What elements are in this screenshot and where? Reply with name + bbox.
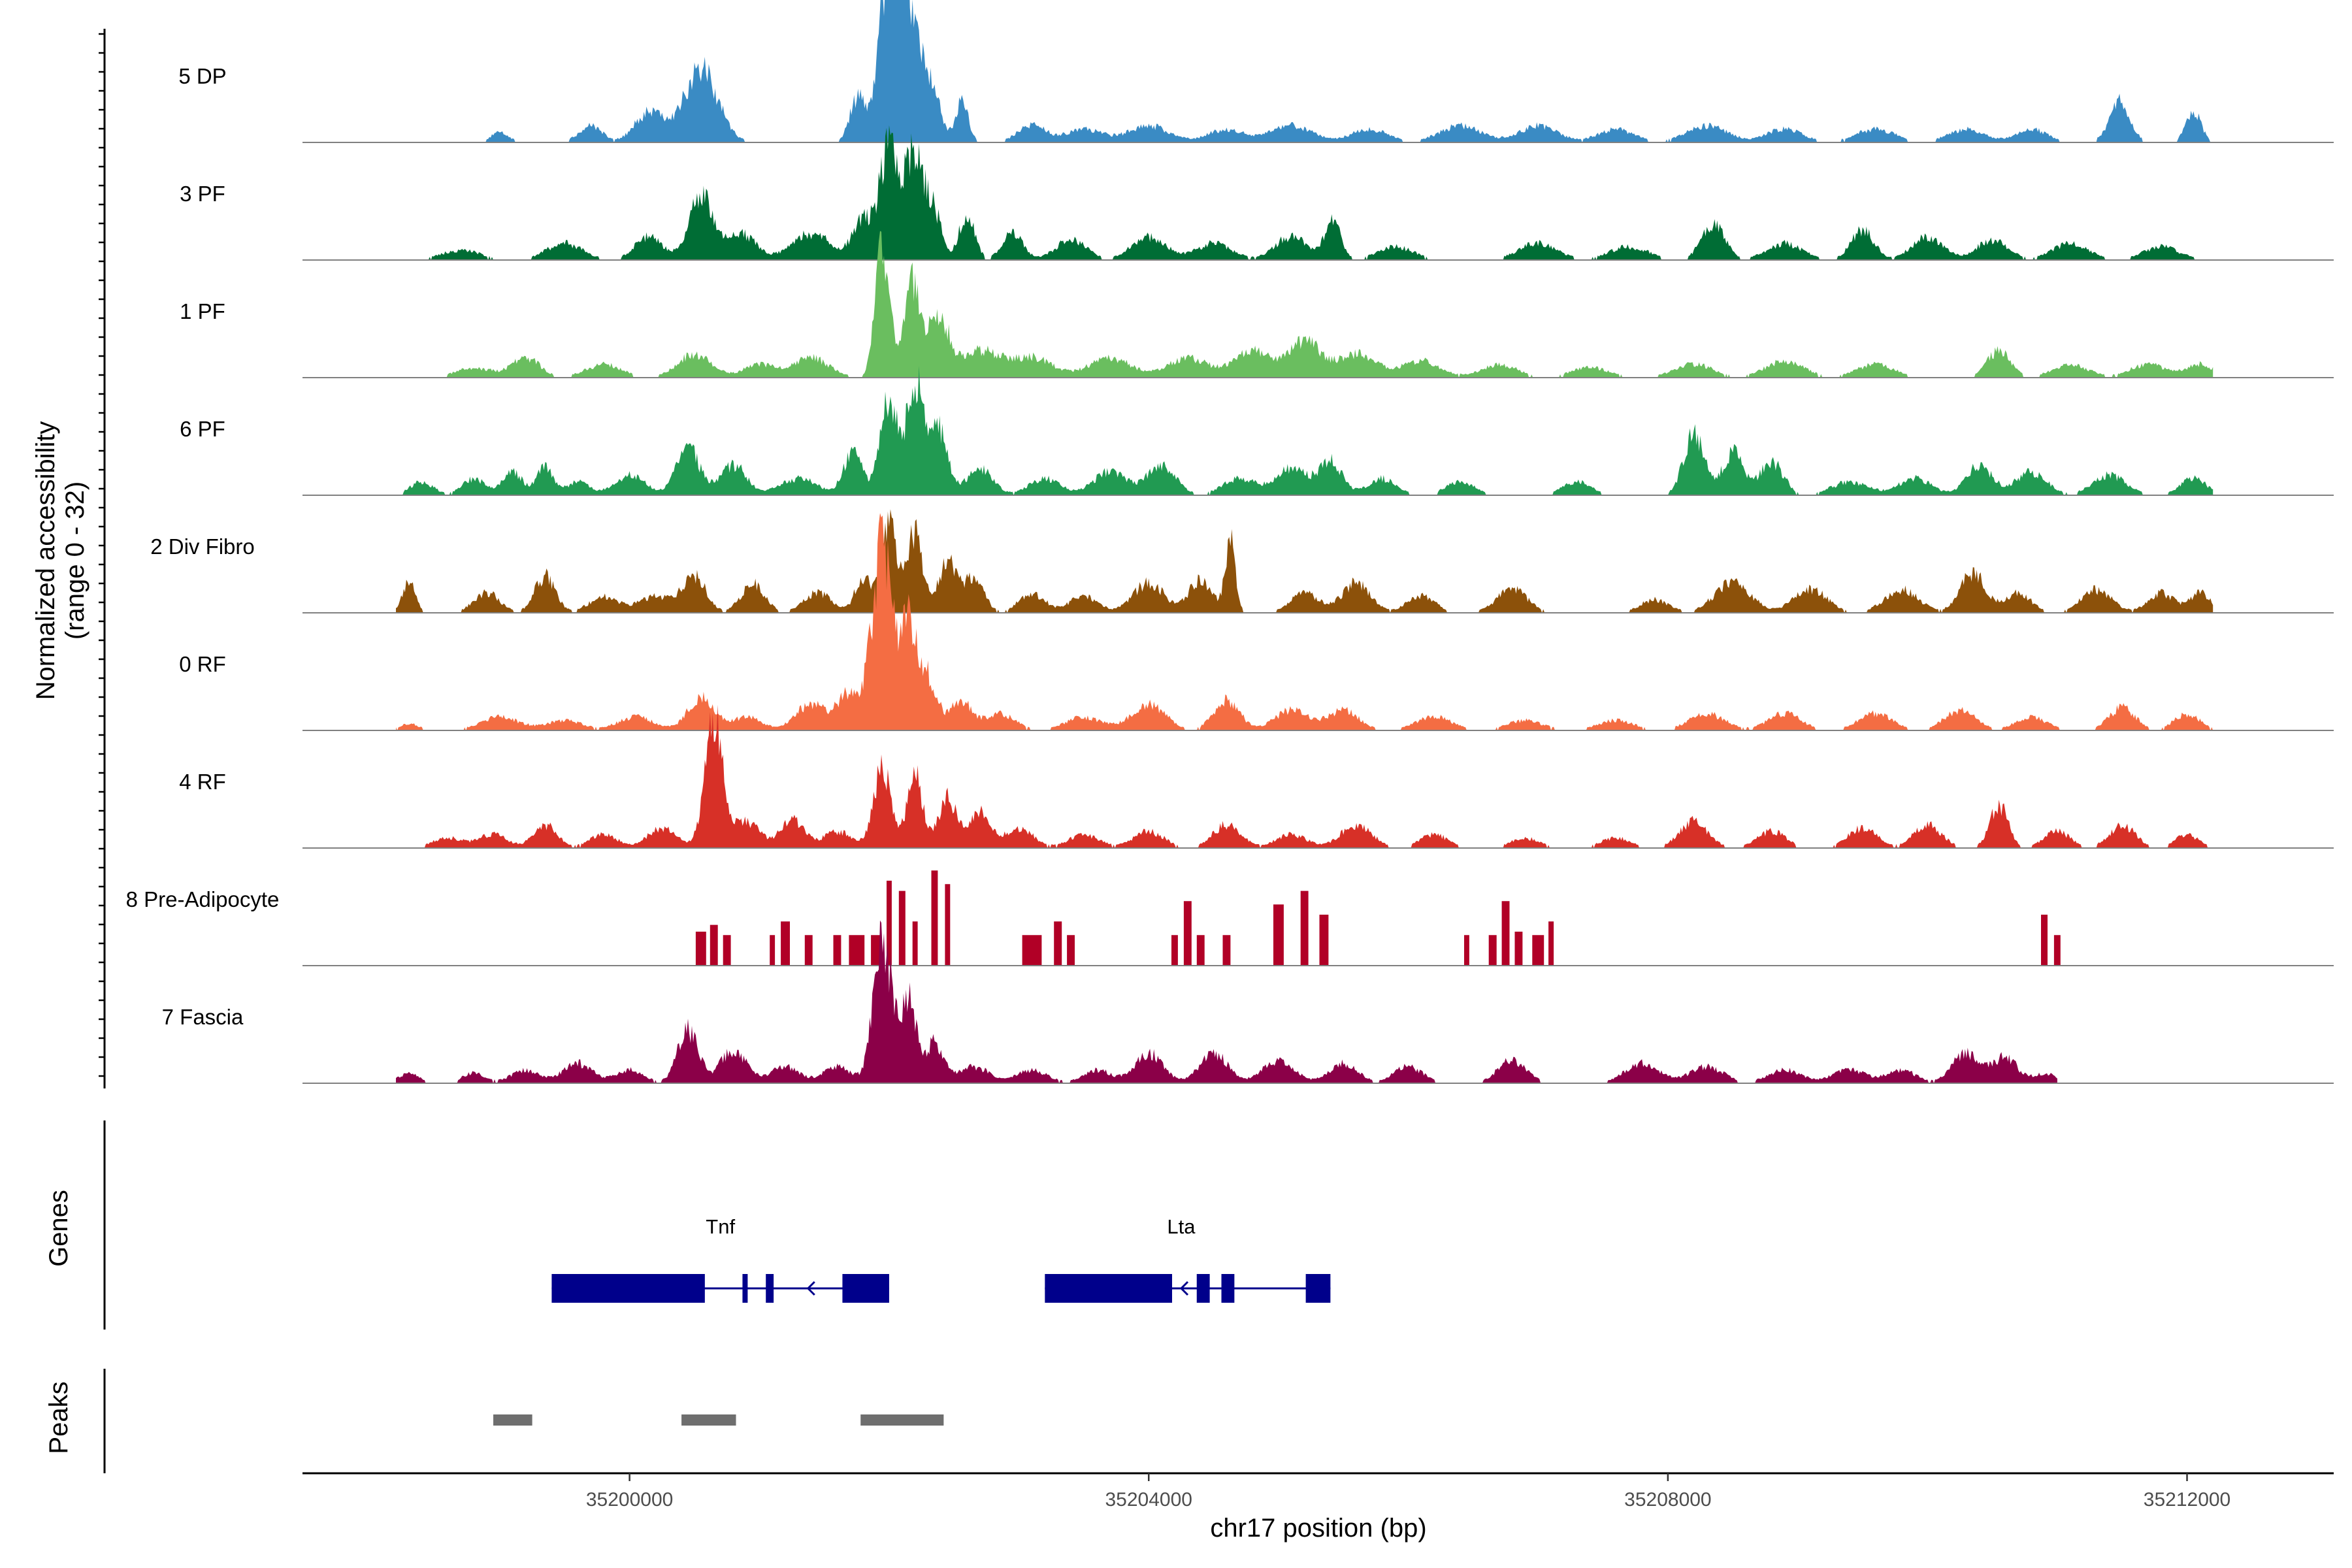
gene-exon — [766, 1274, 774, 1303]
peaks-track — [493, 1414, 944, 1426]
track-label: 7 Fascia — [162, 1005, 244, 1029]
peak-region — [493, 1414, 532, 1426]
x-tick-label: 35208000 — [1624, 1489, 1711, 1511]
gene-label: Tnf — [706, 1215, 735, 1238]
x-tick-label: 35212000 — [2144, 1489, 2230, 1511]
y-axis — [99, 29, 106, 1473]
coverage-area — [396, 366, 2213, 495]
x-tick-label: 35200000 — [586, 1489, 673, 1511]
strand-arrow — [1179, 1281, 1189, 1296]
gene-lta: Lta — [1045, 1215, 1331, 1303]
track-label: 5 DP — [178, 64, 226, 88]
track-2-div-fibro: 2 Div Fibro — [150, 509, 2334, 613]
gene-exon — [1305, 1274, 1331, 1303]
track-label: 3 PF — [180, 182, 225, 206]
track-0-rf: 0 RF — [179, 513, 2334, 731]
gene-exon — [1196, 1274, 1210, 1303]
track-label: 4 RF — [179, 770, 226, 794]
track-1-pf: 1 PF — [180, 231, 2334, 378]
peaks-panel-title: Peaks — [44, 1381, 73, 1454]
track-label: 0 RF — [179, 652, 226, 676]
coverage-tracks: 5 DP 3 PF 1 PF 6 PF 2 Div Fibro 0 RF 4 RF 8 Pre… — [126, 0, 2334, 1084]
y-axis-title-line2: (range 0 - 32) — [61, 482, 90, 640]
strand-arrow — [806, 1281, 815, 1296]
x-axis: 35200000 35204000 35208000 35212000 — [302, 1472, 2334, 1511]
track-label: 1 PF — [180, 299, 225, 323]
coverage-area — [695, 870, 2061, 966]
x-tick-label: 35204000 — [1105, 1489, 1192, 1511]
gene-label: Lta — [1167, 1215, 1196, 1238]
track-3-pf: 3 PF — [180, 125, 2334, 261]
peak-region — [860, 1414, 944, 1426]
track-label: 8 Pre-Adipocyte — [126, 887, 280, 911]
gene-exon — [551, 1274, 705, 1303]
gene-annotation-track: Tnf Lta — [551, 1215, 1331, 1303]
genes-panel-title: Genes — [44, 1190, 73, 1267]
track-label: 2 Div Fibro — [150, 534, 255, 559]
track-7-fascia: 7 Fascia — [162, 920, 2334, 1084]
y-axis-title-line1: Normalized accessibility — [31, 421, 60, 700]
gene-exon — [1045, 1274, 1173, 1303]
gene-tnf: Tnf — [551, 1215, 889, 1303]
x-axis-title: chr17 position (bp) — [1210, 1514, 1426, 1543]
gene-exon — [1221, 1274, 1235, 1303]
gene-exon — [742, 1274, 748, 1303]
track-4-rf: 4 RF — [179, 704, 2334, 849]
track-5-dp: 5 DP — [178, 0, 2334, 143]
coverage-area — [396, 509, 2213, 613]
peak-region — [681, 1414, 736, 1426]
track-6-pf: 6 PF — [180, 366, 2334, 496]
track-label: 6 PF — [180, 417, 225, 441]
coverage-area — [396, 231, 2213, 378]
gene-exon — [842, 1274, 889, 1303]
track-8-pre-adipocyte: 8 Pre-Adipocyte — [126, 870, 2334, 966]
